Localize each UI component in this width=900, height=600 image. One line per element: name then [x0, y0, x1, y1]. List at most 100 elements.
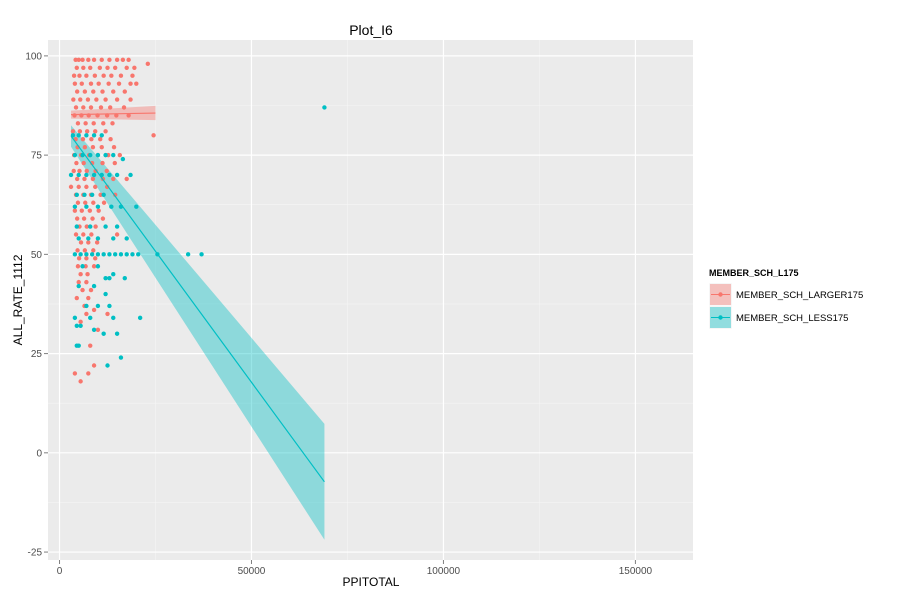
- y-tick-label: 75: [31, 151, 43, 162]
- data-point: [73, 232, 79, 237]
- data-point: [118, 252, 124, 257]
- data-point: [98, 105, 104, 110]
- data-point: [82, 176, 87, 182]
- data-point: [114, 57, 120, 63]
- data-point: [93, 256, 98, 261]
- data-point: [100, 160, 105, 166]
- data-point: [93, 184, 98, 190]
- data-point: [107, 172, 112, 178]
- data-point: [122, 89, 127, 94]
- data-point: [83, 121, 88, 126]
- data-point: [71, 73, 77, 78]
- x-tick-label: 50000: [238, 566, 266, 577]
- data-point: [117, 152, 122, 158]
- data-point: [76, 283, 81, 289]
- confidence-band: [71, 125, 325, 540]
- data-point: [74, 224, 79, 229]
- data-point: [88, 287, 94, 293]
- data-point: [114, 232, 120, 237]
- data-point: [83, 264, 88, 269]
- x-axis-title: PPITOTAL: [343, 575, 400, 589]
- minor-gridlines: [48, 40, 693, 560]
- data-point: [78, 319, 83, 325]
- y-tick-label: 100: [25, 51, 42, 62]
- data-point: [89, 252, 95, 257]
- data-point: [88, 224, 93, 229]
- data-point: [79, 208, 84, 213]
- data-point: [91, 327, 97, 332]
- data-point: [105, 363, 110, 368]
- data-point: [199, 252, 204, 257]
- data-point: [84, 133, 89, 138]
- data-point: [72, 208, 78, 213]
- data-point: [103, 224, 108, 229]
- data-point: [124, 65, 129, 70]
- data-point: [103, 275, 108, 281]
- data-point: [128, 97, 133, 102]
- data-point: [86, 240, 91, 245]
- data-point: [95, 264, 101, 269]
- data-point: [96, 81, 101, 86]
- data-point: [94, 97, 99, 102]
- data-point: [76, 172, 81, 178]
- data-point: [76, 236, 81, 241]
- data-point: [136, 252, 141, 257]
- legend-title: MEMBER_SCH_L175: [709, 268, 799, 278]
- data-point: [84, 184, 89, 190]
- data-point: [73, 57, 78, 63]
- data-point: [128, 172, 133, 178]
- y-tick-label: 0: [36, 448, 42, 459]
- data-point: [74, 323, 79, 329]
- legend: MEMBER_SCH_L175 MEMBER_SCH_LARGER175MEMB…: [708, 268, 863, 330]
- data-point: [124, 252, 129, 257]
- data-point: [88, 105, 94, 110]
- data-point: [120, 57, 126, 63]
- data-point: [76, 184, 81, 190]
- data-point: [90, 176, 96, 182]
- confidence-bands: [71, 105, 325, 540]
- data-point: [137, 315, 143, 321]
- data-point: [91, 200, 96, 205]
- data-point: [75, 200, 81, 205]
- data-point: [71, 97, 76, 102]
- data-point: [112, 160, 118, 166]
- data-point: [91, 121, 96, 126]
- data-point: [114, 172, 120, 178]
- data-point: [91, 172, 97, 178]
- data-point: [79, 81, 84, 86]
- data-point: [87, 208, 93, 213]
- data-point: [86, 57, 91, 63]
- data-point: [118, 355, 124, 360]
- data-point: [105, 311, 110, 317]
- data-point: [99, 133, 104, 138]
- data-point: [84, 129, 90, 134]
- confidence-band: [71, 105, 156, 121]
- fit-lines: [70, 112, 325, 483]
- y-tick-label: 25: [31, 349, 43, 360]
- data-point: [80, 264, 85, 269]
- data-point: [112, 192, 118, 198]
- y-axis-title: ALL_RATE_1112: [11, 254, 25, 345]
- data-point: [103, 129, 108, 134]
- data-point: [105, 65, 110, 70]
- data-point: [72, 81, 78, 86]
- data-point: [101, 200, 107, 205]
- data-point: [97, 65, 103, 70]
- data-point: [111, 89, 116, 94]
- data-point: [86, 236, 91, 241]
- data-point: [112, 65, 118, 70]
- data-point: [107, 105, 113, 110]
- data-point: [91, 283, 97, 289]
- data-point: [124, 236, 129, 241]
- data-point: [120, 156, 126, 162]
- data-point: [112, 252, 118, 257]
- data-point: [72, 315, 78, 321]
- data-point: [99, 57, 104, 63]
- legend-label: MEMBER_SCH_LARGER175: [736, 290, 863, 301]
- data-point: [116, 81, 122, 86]
- data-point: [84, 204, 89, 209]
- data-point: [86, 295, 91, 301]
- data-point: [88, 315, 93, 321]
- data-point: [74, 176, 80, 182]
- data-point: [103, 152, 108, 158]
